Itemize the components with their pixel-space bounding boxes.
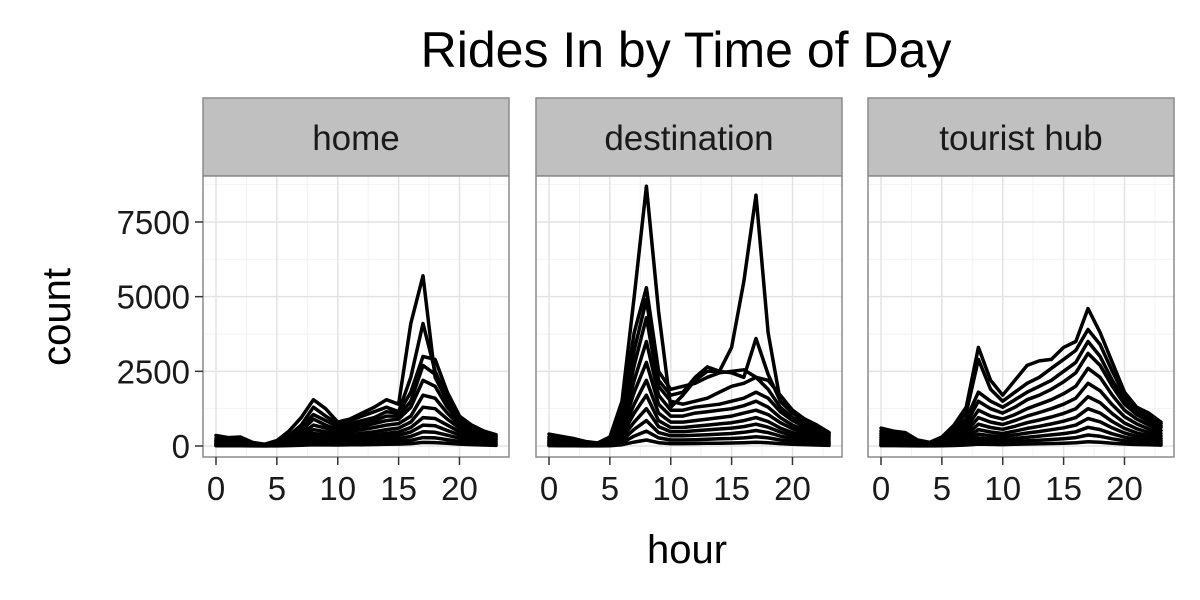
x-tick-label: 15 [380,470,417,507]
x-tick-label: 15 [1045,470,1082,507]
y-tick-label: 5000 [117,279,190,316]
x-tick-label: 10 [984,470,1021,507]
facet-strip [867,97,1175,177]
x-tick-label: 0 [872,470,890,507]
x-tick-label: 0 [207,470,225,507]
panel-border [535,175,843,458]
facet-strip [535,97,843,177]
x-tick-label: 5 [601,470,619,507]
facet-panel-destination: destination 0 5 10 15 20 [535,97,843,507]
panel-border [202,175,510,458]
x-tick-label: 5 [933,470,951,507]
chart-title: Rides In by Time of Day [421,22,952,78]
x-tick-label: 15 [713,470,750,507]
x-tick-label: 0 [540,470,558,507]
series-line [547,438,831,448]
panel-border [867,175,1175,458]
facet-strip-label: home [312,119,400,158]
facet-panel-tourist-hub: tourist hub 0 5 10 15 20 [867,97,1175,507]
series-line [214,440,498,448]
y-tick-label: 0 [172,428,190,465]
x-tick-label: 10 [652,470,689,507]
x-tick-label: 10 [319,470,356,507]
x-tick-label: 20 [774,470,811,507]
facet-strip-label: destination [604,119,773,158]
x-axis-label: hour [647,528,727,572]
facet-panel-home: home 0 5 10 15 20 0 2500 5000 7500 [117,97,510,507]
y-tick-label: 2500 [117,353,190,390]
x-tick-label: 20 [1106,470,1143,507]
series-line [879,439,1163,448]
facet-strip-label: tourist hub [939,119,1102,158]
y-tick-label: 7500 [117,204,190,241]
x-tick-label: 20 [441,470,478,507]
x-tick-label: 5 [268,470,286,507]
facet-strip [202,97,510,177]
y-axis-label: count [35,268,79,366]
panels-layer: home 0 5 10 15 20 0 2500 5000 7500 destination 0 5 10… [117,97,1175,507]
